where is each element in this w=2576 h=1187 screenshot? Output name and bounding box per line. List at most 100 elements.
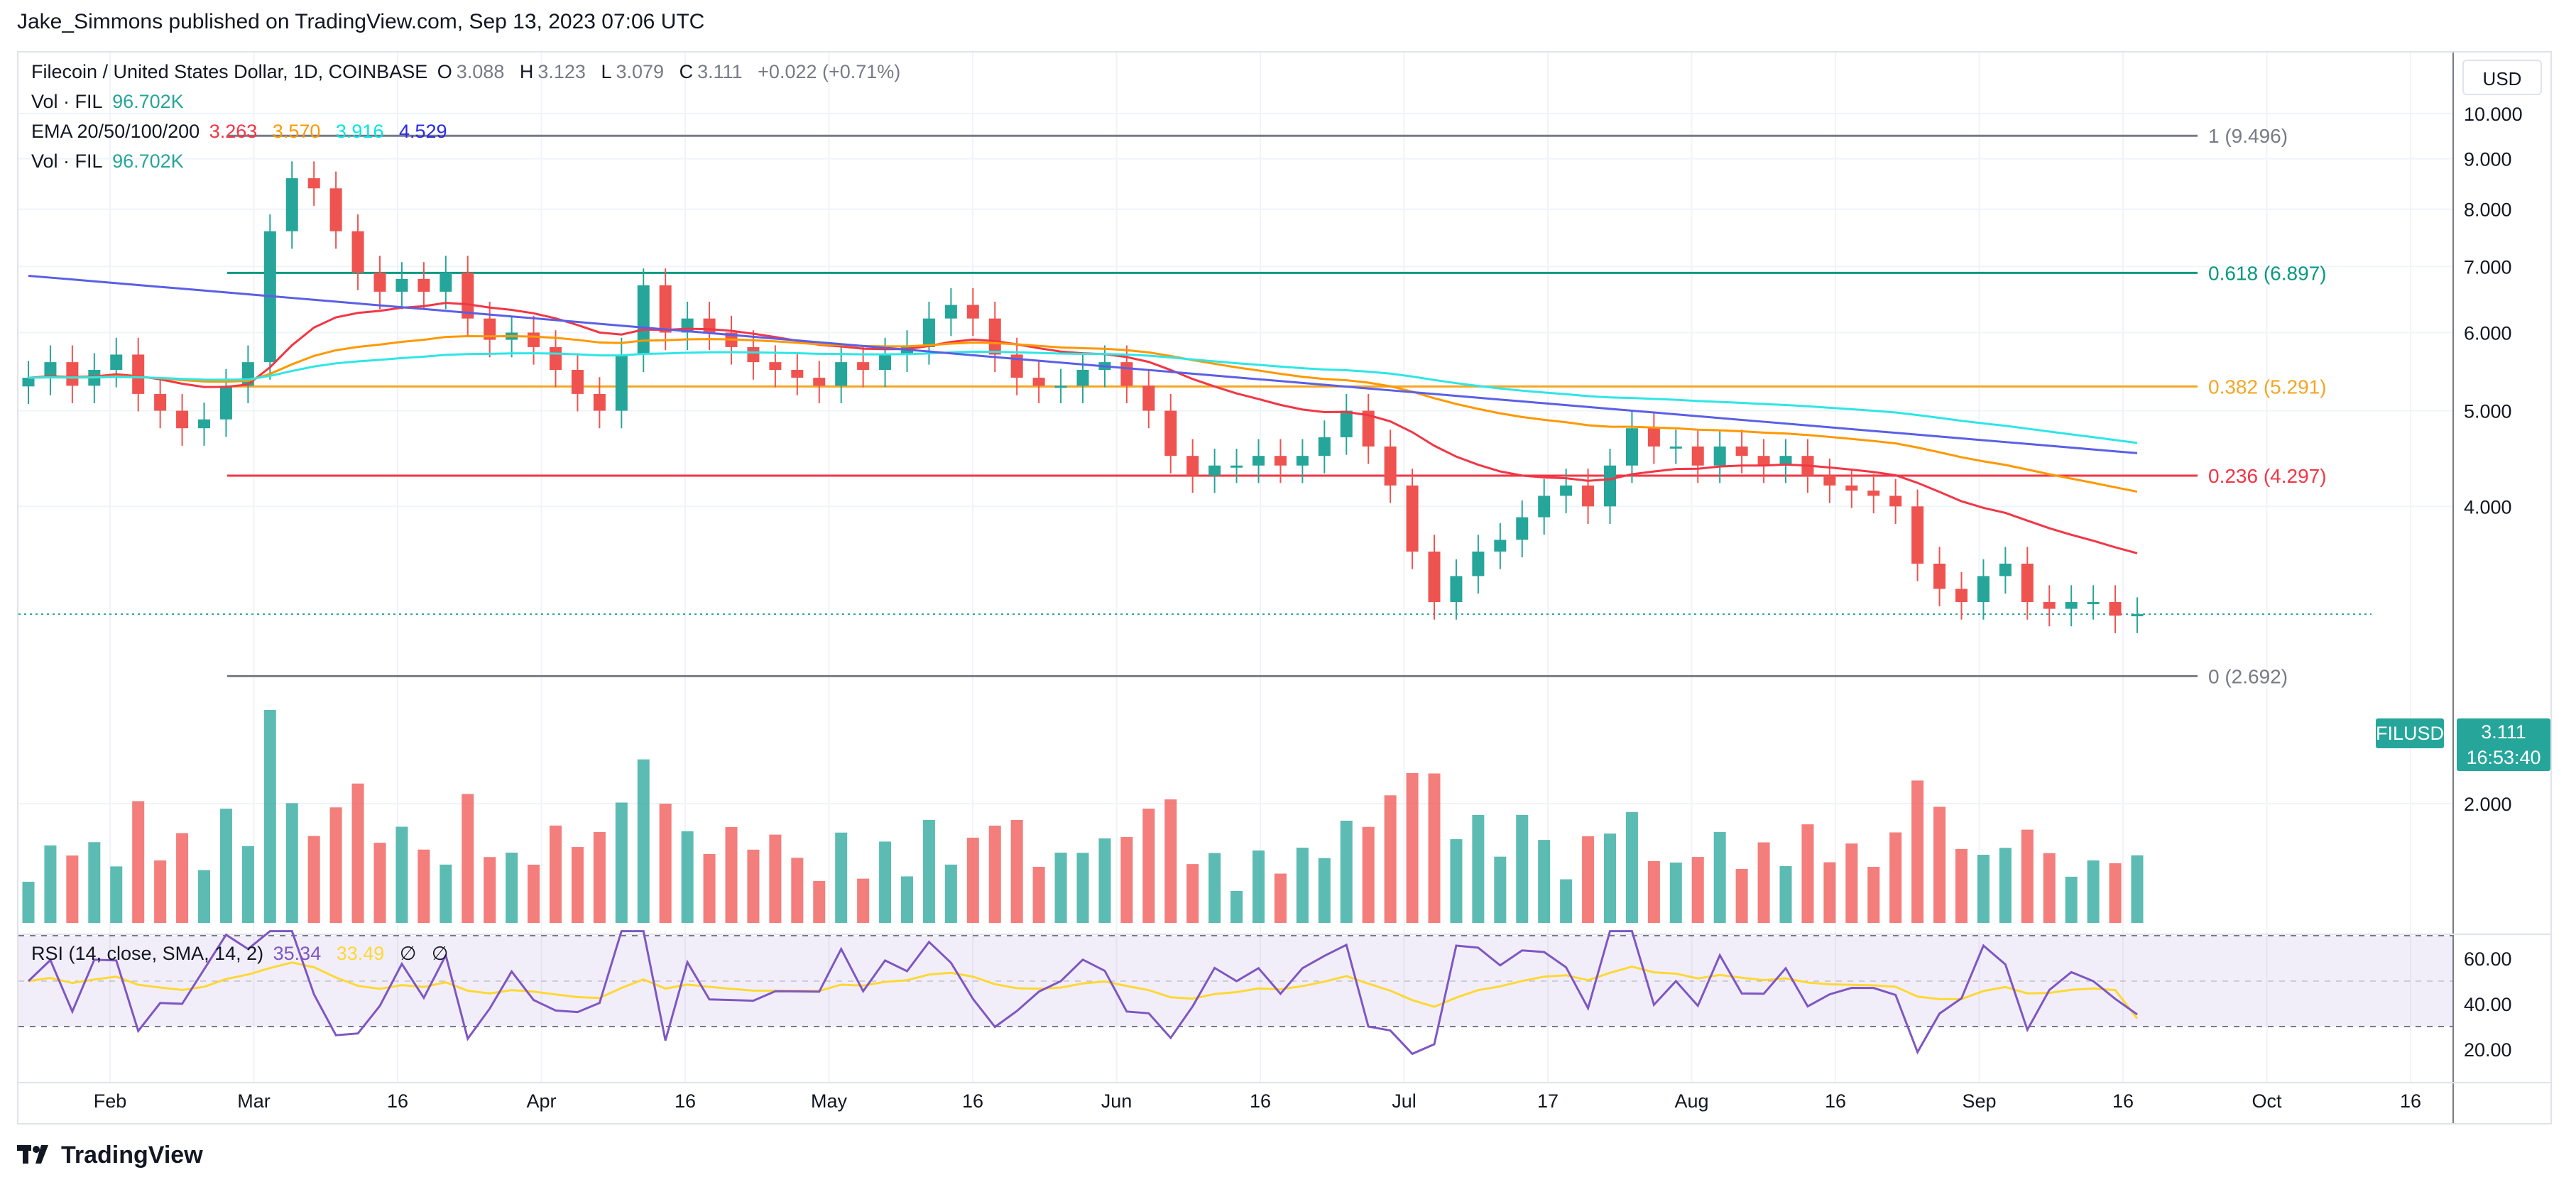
candle-body: [944, 305, 957, 319]
x-tick-label: 16: [2112, 1090, 2134, 1112]
candle-body: [1054, 385, 1067, 388]
candle-body: [1384, 446, 1397, 486]
candle-body: [1406, 485, 1419, 552]
volume-bar: [219, 809, 232, 923]
volume-bar: [1252, 850, 1265, 923]
volume-bar: [1669, 863, 1682, 923]
volume-bar: [1120, 837, 1133, 923]
volume-bar: [484, 857, 496, 923]
candle-body: [1691, 446, 1704, 466]
volume-bar: [132, 801, 145, 923]
candle-body: [1735, 446, 1748, 456]
volume-bar: [1757, 842, 1770, 923]
fib-level-label: 0.236 (4.297): [2208, 465, 2327, 487]
volume-bar: [571, 847, 584, 923]
candle-body: [1625, 428, 1638, 466]
volume-bar: [1186, 864, 1199, 923]
candle-body: [1669, 446, 1682, 449]
candle-body: [1340, 410, 1353, 437]
candle-body: [1999, 563, 2012, 576]
candle-body: [1186, 456, 1199, 476]
volume-bar: [1318, 858, 1331, 923]
close-value: 3.111: [697, 61, 743, 82]
candle-body: [637, 285, 650, 355]
volume-bar: [1538, 840, 1551, 923]
change-value: +0.022 (+0.71%): [758, 61, 901, 82]
rsi-sma-line: [28, 961, 2139, 1019]
x-tick-label: Aug: [1674, 1090, 1708, 1112]
chart-pane[interactable]: [17, 51, 2552, 1125]
volume-bar: [528, 864, 540, 923]
volume-bar: [2043, 853, 2056, 923]
volume-bar: [1911, 780, 1924, 923]
candle-body: [659, 285, 672, 333]
volume-bar: [154, 860, 167, 923]
candle-body: [219, 385, 232, 420]
candle-body: [1010, 354, 1023, 378]
candle-body: [615, 354, 628, 411]
candle-body: [110, 354, 123, 371]
candle-body: [1076, 370, 1089, 386]
volume-bar: [1999, 848, 2012, 923]
volume-bar: [1428, 773, 1441, 923]
tradingview-logo-icon: [17, 1144, 48, 1164]
low-label: L: [601, 61, 612, 82]
countdown-value: 16:53:40: [2466, 747, 2541, 768]
volume-value: 96.702K: [112, 91, 184, 112]
candle-body: [1142, 385, 1155, 411]
volume-bar: [285, 803, 298, 923]
price-tick-label: 10.000: [2464, 104, 2523, 125]
volume-bar: [1054, 853, 1067, 923]
ema20-value: 3.263: [209, 121, 258, 142]
candle-body: [1230, 465, 1243, 468]
rsi-tick-label: 40.00: [2464, 994, 2512, 1015]
x-tick-label: Mar: [237, 1090, 271, 1112]
candle-body: [1779, 456, 1792, 466]
volume-bar: [2087, 860, 2100, 923]
candle-body: [747, 346, 760, 363]
volume-bar: [1955, 848, 1968, 923]
candle-body: [1867, 491, 1880, 496]
x-tick-label: Jul: [1392, 1090, 1417, 1112]
volume-bar: [1560, 879, 1573, 923]
candle-body: [1318, 437, 1331, 456]
volume-bar: [681, 831, 694, 923]
volume-bar: [417, 849, 430, 923]
candle-body: [44, 362, 57, 378]
price-tick-label: 6.000: [2464, 322, 2512, 344]
candle-body: [1823, 475, 1836, 486]
volume-bar: [703, 854, 716, 923]
candle-body: [571, 370, 584, 394]
open-value: 3.088: [456, 61, 505, 82]
ema100-line: [28, 350, 2138, 444]
volume-bar: [2065, 876, 2078, 923]
candle-body: [988, 318, 1001, 355]
volume-bar: [1076, 853, 1089, 923]
volume-bar: [1384, 795, 1397, 923]
volume-bar: [1582, 836, 1595, 923]
candle-body: [1208, 465, 1221, 476]
footer-brand[interactable]: TradingView: [17, 1142, 203, 1169]
candle-body: [1472, 551, 1485, 576]
x-tick-label: Apr: [526, 1090, 556, 1112]
currency-button[interactable]: USD: [2462, 60, 2542, 95]
fib-level-label: 0 (2.692): [2208, 665, 2288, 687]
close-label: C: [679, 61, 694, 82]
volume-bar: [637, 759, 650, 923]
ema-legend: EMA 20/50/100/200 3.263 3.570 3.916 4.52…: [31, 121, 457, 143]
symbol-title: Filecoin / United States Dollar, 1D, COI…: [31, 61, 428, 82]
price-tick-label: 8.000: [2464, 199, 2512, 221]
volume-bar: [462, 794, 474, 923]
fib-level-label: 0.618 (6.897): [2208, 262, 2327, 284]
candle-body: [528, 332, 540, 347]
volume-bar: [1647, 860, 1660, 923]
volume-bar: [835, 832, 848, 923]
candle-body: [900, 346, 914, 355]
candle-body: [285, 178, 298, 231]
rsi-line: [27, 930, 2138, 1056]
volume-bar: [1208, 853, 1221, 923]
volume-bar: [1867, 867, 1880, 923]
candle-body: [1845, 485, 1858, 491]
candle-body: [1296, 456, 1309, 466]
